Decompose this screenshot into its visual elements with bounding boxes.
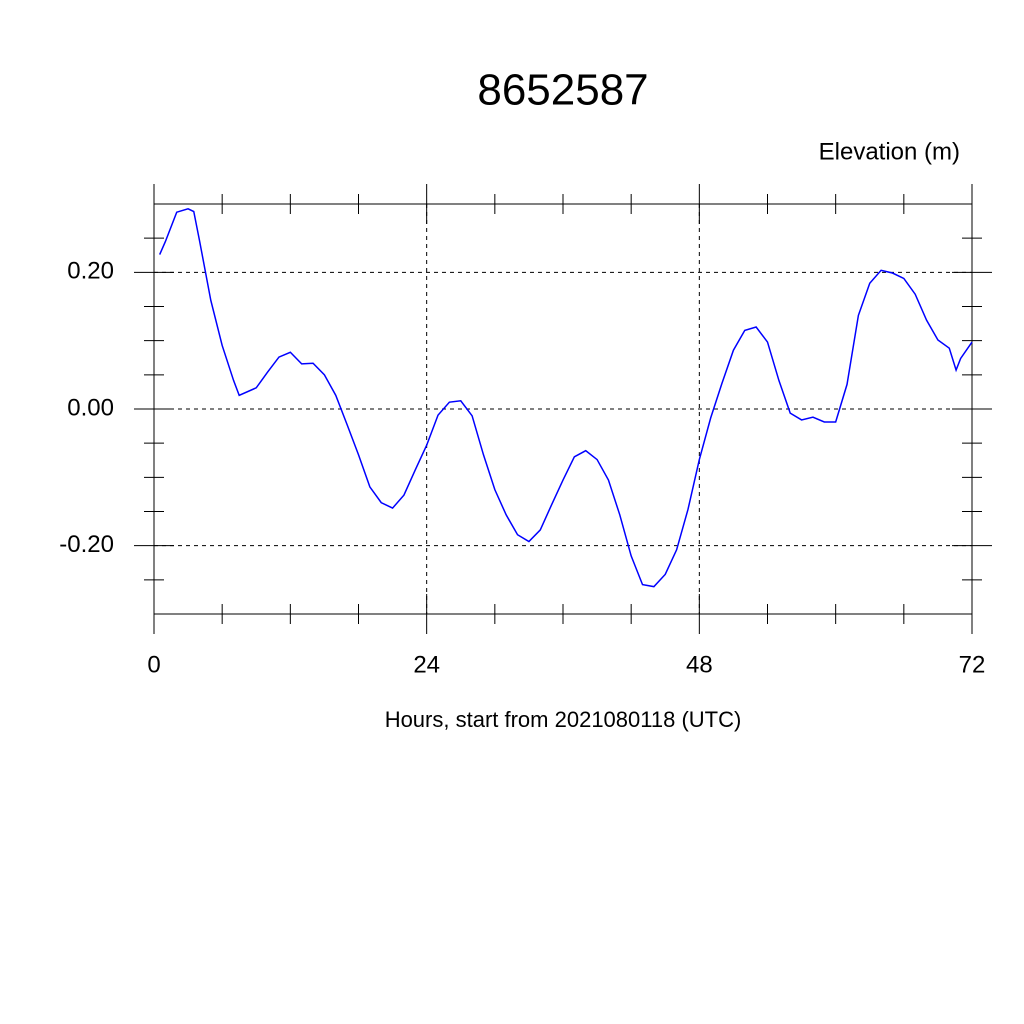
- y-axis-label: Elevation (m): [819, 138, 960, 165]
- x-tick-label: 48: [686, 651, 713, 678]
- x-tick-label: 72: [959, 651, 986, 678]
- chart-title: 8652587: [477, 66, 648, 115]
- x-axis-label: Hours, start from 2021080118 (UTC): [385, 707, 742, 732]
- y-tick-label: 0.20: [67, 258, 114, 285]
- y-tick-label: 0.00: [67, 394, 114, 421]
- y-tick-label: -0.20: [59, 531, 114, 558]
- x-tick-label: 24: [413, 651, 440, 678]
- data-line: [158, 207, 973, 588]
- x-tick-label: 0: [147, 651, 160, 678]
